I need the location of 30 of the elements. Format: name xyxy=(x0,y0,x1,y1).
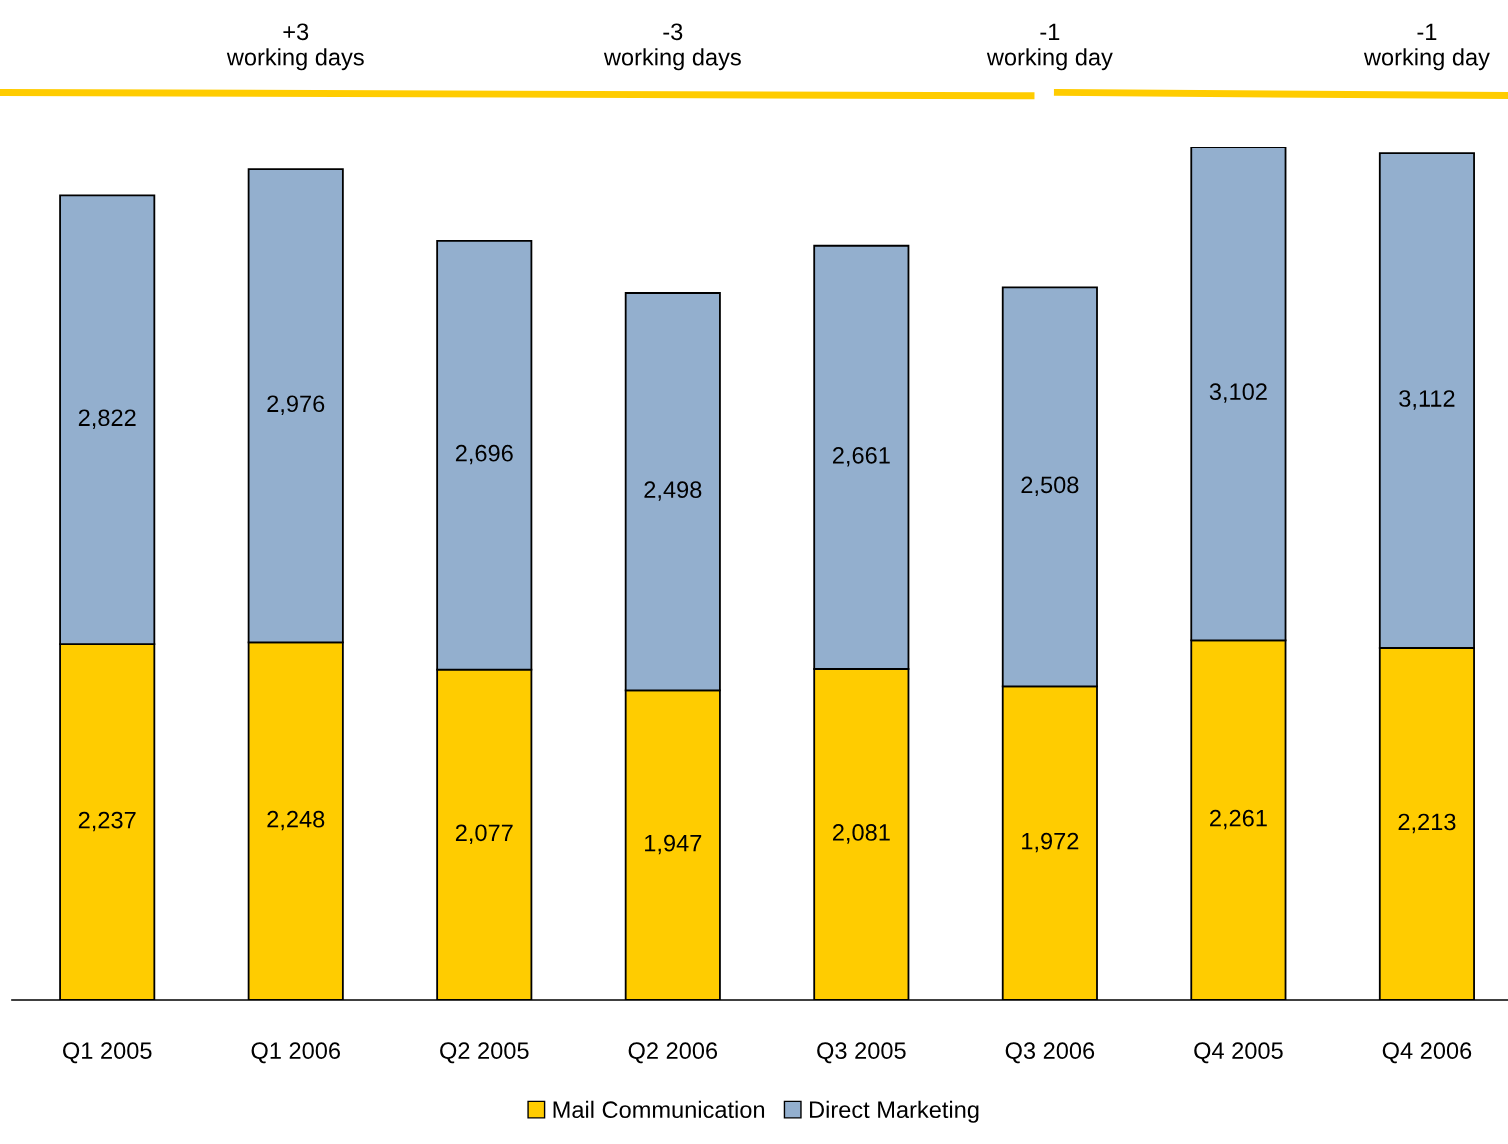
x-tick-label: Q3 2006 xyxy=(1005,1042,1095,1064)
x-tick-label: Q4 2006 xyxy=(1382,1042,1472,1064)
data-label: 3,102 xyxy=(1209,383,1267,403)
x-tick-label: Q1 2006 xyxy=(251,1042,340,1064)
data-label: 2,261 xyxy=(1210,809,1267,830)
text: -1 working day xyxy=(1363,23,1490,71)
data-label: 2,081 xyxy=(832,824,890,844)
data-label: 2,822 xyxy=(78,409,136,429)
legend-label: Mail Communication xyxy=(553,1100,765,1119)
text: -3 working days xyxy=(603,23,741,71)
x-tick-label: Q3 2005 xyxy=(817,1042,906,1064)
data-label: 2,661 xyxy=(832,447,890,467)
data-label: 1,947 xyxy=(645,834,702,855)
x-tick-label: Q2 2006 xyxy=(628,1042,718,1064)
data-label: 2,248 xyxy=(267,810,325,831)
data-label: 2,077 xyxy=(455,824,513,844)
data-label: 3,112 xyxy=(1399,390,1455,410)
data-label: 2,237 xyxy=(78,811,136,832)
data-label: 2,213 xyxy=(1398,813,1456,834)
x-tick-label: Q1 2005 xyxy=(63,1042,152,1064)
data-label: 2,508 xyxy=(1021,476,1079,497)
data-label: 2,976 xyxy=(267,395,325,415)
data-label: 2,498 xyxy=(644,481,702,501)
text: -1 working day xyxy=(986,23,1113,71)
x-tick-label: Q4 2005 xyxy=(1194,1042,1283,1064)
data-label: 1,972 xyxy=(1022,832,1079,853)
data-label: 2,696 xyxy=(455,444,513,465)
x-tick-label: Q2 2005 xyxy=(440,1042,529,1064)
text: +3 working days xyxy=(226,23,364,71)
legend-label: Direct Marketing xyxy=(809,1100,979,1123)
